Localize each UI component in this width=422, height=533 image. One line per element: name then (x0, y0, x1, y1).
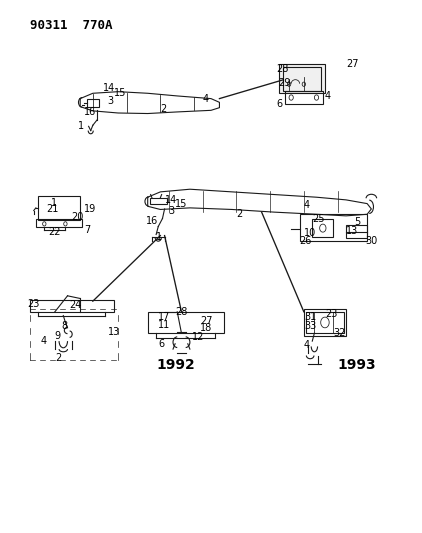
Text: 13: 13 (346, 226, 358, 236)
Text: 29: 29 (279, 78, 291, 87)
Text: 90311  770A: 90311 770A (30, 19, 112, 31)
Text: 15: 15 (175, 199, 187, 208)
Text: 23: 23 (27, 299, 40, 309)
Text: 12: 12 (192, 332, 204, 342)
Text: 1993: 1993 (338, 358, 376, 372)
Bar (346, 225, 367, 238)
Text: 20: 20 (72, 213, 84, 222)
Text: 28: 28 (276, 64, 289, 74)
Text: 4: 4 (304, 200, 310, 210)
Text: 22: 22 (49, 227, 61, 237)
Bar (150, 198, 167, 204)
Text: 19: 19 (84, 204, 97, 214)
Text: 31: 31 (304, 312, 316, 322)
Text: 30: 30 (365, 236, 377, 246)
Text: 4: 4 (304, 340, 310, 350)
Text: 3: 3 (108, 96, 114, 106)
Text: 2: 2 (160, 104, 167, 114)
Text: 16: 16 (146, 216, 158, 226)
Bar (283, 67, 321, 91)
Text: 4: 4 (40, 336, 46, 346)
Text: 1992: 1992 (156, 358, 195, 372)
Text: 2: 2 (55, 353, 61, 363)
Text: 26: 26 (300, 236, 312, 246)
Text: 1: 1 (51, 198, 57, 207)
Bar (285, 91, 323, 104)
Text: 25: 25 (312, 214, 325, 223)
Text: 7: 7 (84, 225, 91, 235)
Text: 15: 15 (114, 88, 126, 98)
Text: 3: 3 (169, 206, 175, 215)
Text: 27: 27 (200, 316, 213, 326)
Text: 21: 21 (46, 204, 59, 214)
Text: 4: 4 (203, 94, 209, 103)
Text: 32: 32 (333, 328, 346, 338)
Bar (38, 196, 80, 220)
Text: 13: 13 (108, 327, 120, 336)
Text: 28: 28 (175, 307, 187, 317)
Text: 23: 23 (325, 310, 337, 319)
Bar (87, 99, 99, 107)
Bar (306, 312, 344, 333)
Bar (148, 312, 224, 333)
Text: 11: 11 (158, 320, 170, 330)
Text: 8: 8 (61, 321, 68, 331)
Text: 6: 6 (276, 99, 283, 109)
Text: 1: 1 (156, 232, 162, 242)
Text: 27: 27 (346, 59, 359, 69)
Text: 10: 10 (304, 229, 316, 238)
Bar (300, 214, 367, 241)
Text: 4: 4 (325, 91, 331, 101)
Text: 33: 33 (304, 321, 316, 331)
Text: 9: 9 (55, 331, 61, 341)
Bar (312, 219, 333, 237)
Text: 5: 5 (354, 217, 361, 227)
Text: 14: 14 (165, 195, 177, 205)
Bar (304, 309, 346, 336)
Text: 16: 16 (84, 107, 97, 117)
Bar (30, 300, 114, 312)
Text: 14: 14 (103, 83, 116, 93)
Bar (279, 64, 325, 93)
Text: 1: 1 (78, 122, 84, 131)
Bar (36, 219, 82, 227)
Text: 2: 2 (236, 209, 243, 219)
Text: 24: 24 (70, 300, 82, 310)
Text: 17: 17 (158, 312, 170, 322)
Text: 18: 18 (200, 323, 213, 333)
Text: 6: 6 (158, 339, 165, 349)
